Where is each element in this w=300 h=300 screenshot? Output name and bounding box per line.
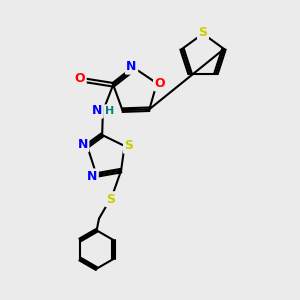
Text: O: O bbox=[154, 77, 165, 90]
Text: O: O bbox=[75, 72, 85, 86]
Text: S: S bbox=[199, 26, 208, 39]
Text: H: H bbox=[105, 106, 114, 116]
Text: N: N bbox=[126, 60, 137, 73]
Text: N: N bbox=[87, 170, 97, 183]
Text: S: S bbox=[106, 193, 115, 206]
Text: N: N bbox=[92, 104, 102, 117]
Text: N: N bbox=[77, 138, 88, 151]
Text: S: S bbox=[124, 140, 134, 152]
